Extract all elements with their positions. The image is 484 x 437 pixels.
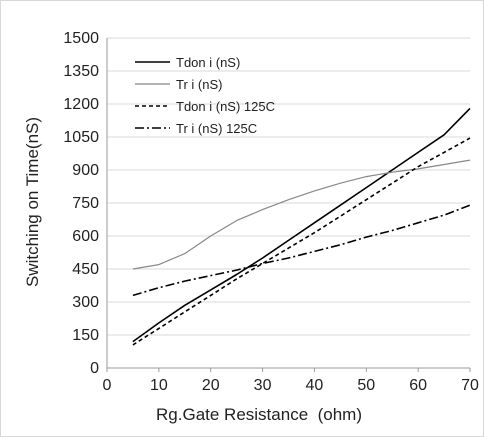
x-tick-label: 40: [306, 377, 324, 394]
x-tick-label: 20: [202, 377, 220, 394]
legend-label-3: Tdon i (nS) 125C: [176, 99, 275, 114]
axes: [106, 38, 471, 372]
series-line-3: [132, 137, 471, 346]
y-tick-label: 600: [72, 228, 99, 245]
series-line-4: [132, 204, 471, 297]
y-tick-label: 450: [72, 261, 99, 278]
y-tick-label: 300: [72, 294, 99, 311]
x-tick-label: 30: [254, 377, 272, 394]
x-tick-label: 10: [150, 377, 168, 394]
x-tick-label: 0: [103, 377, 112, 394]
series-line-1: [132, 107, 471, 343]
x-tick-label: 50: [357, 377, 375, 394]
y-tick-label: 750: [72, 195, 99, 212]
y-tick-label: 1050: [63, 129, 99, 146]
y-tick-label: 1500: [63, 30, 99, 47]
y-tick-label: 1350: [63, 63, 99, 80]
legend-label-4: Tr i (nS) 125C: [176, 121, 257, 136]
y-tick-label: 1200: [63, 96, 99, 113]
y-tick-label: 150: [72, 327, 99, 344]
y-axis-title: Switching on Time(nS): [23, 117, 42, 287]
x-tick-label: 70: [461, 377, 479, 394]
legend: Tdon i (nS) Tr i (nS) Tdon i (nS) 125C Tr i…: [135, 55, 275, 136]
x-tick-label: 60: [409, 377, 427, 394]
data-series: [132, 107, 471, 346]
legend-label-2: Tr i (nS): [176, 77, 222, 92]
x-axis-title: Rg.Gate Resistance (ohm): [156, 405, 362, 424]
tick-labels: 0 150 300 450 600 750 900 1050 1200 1350 1500 0 10 20…: [63, 30, 479, 394]
y-tick-label: 0: [90, 360, 99, 377]
legend-label-1: Tdon i (nS): [176, 55, 240, 70]
y-tick-label: 900: [72, 162, 99, 179]
